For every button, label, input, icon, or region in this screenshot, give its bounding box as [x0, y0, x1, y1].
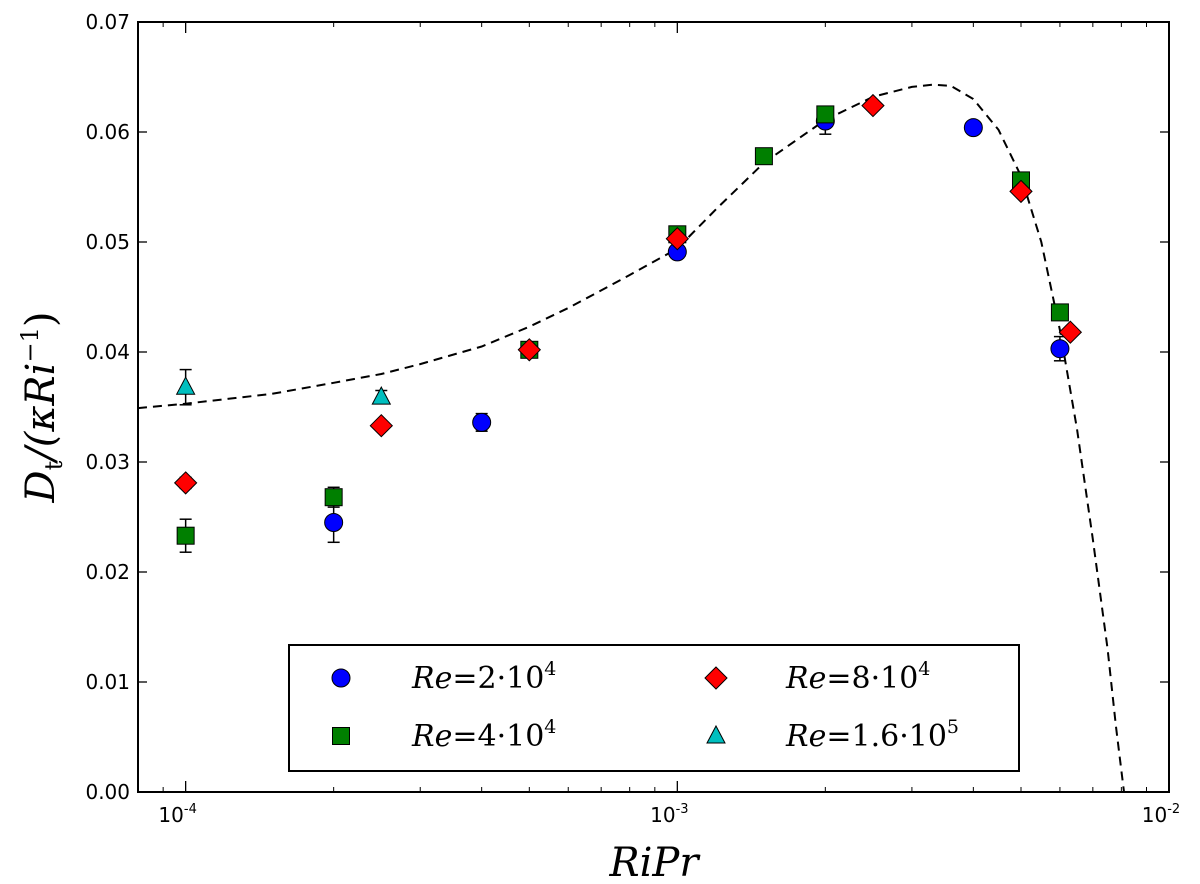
y-tick-label: 0.06 — [85, 120, 130, 144]
y-tick-label: 0.01 — [85, 670, 130, 694]
legend-label: Re=8·104 — [785, 658, 930, 696]
data-point-diamond — [517, 338, 542, 362]
data-point-square — [754, 147, 773, 166]
data-point-square — [816, 105, 835, 124]
legend: Re=2·104 Re=4·104 Re=8·104 Re=1.6·105 — [288, 644, 1020, 772]
legend-marker-square — [332, 727, 350, 745]
data-point-diamond — [369, 413, 394, 438]
data-point-circle — [472, 412, 492, 432]
data-point-diamond — [173, 471, 198, 495]
tick-labels: 0.00 0.01 0.02 0.03 0.04 0.05 0.06 0.07 10-4 10-3… — [85, 10, 1180, 827]
legend-marker-diamond — [704, 666, 728, 690]
data-point-circle — [963, 118, 983, 138]
y-axis-title-sup: −1 — [16, 327, 44, 362]
legend-label: Re=2·104 — [411, 658, 556, 696]
series-diamond — [173, 93, 1083, 495]
legend-marker-circle — [331, 668, 351, 688]
y-axis-title: Dt/(κRi−1) — [16, 312, 68, 504]
y-tick-label: 0.04 — [85, 340, 130, 364]
y-axis-title-sub: t — [40, 460, 68, 470]
y-tick-label: 0.03 — [85, 450, 130, 474]
legend-entry: Re=4·104 — [332, 716, 556, 754]
data-point-square — [324, 488, 343, 507]
y-tick-label: 0.00 — [85, 780, 130, 804]
svg-text:Dt/(κRi−1): Dt/(κRi−1) — [16, 312, 68, 504]
legend-label: Re=4·104 — [411, 716, 556, 754]
data-point-diamond — [1058, 320, 1083, 344]
y-tick-label: 0.02 — [85, 560, 130, 584]
plot-frame — [137, 21, 1170, 793]
data-point-diamond — [1009, 179, 1033, 204]
y-axis-title-main: D — [18, 470, 64, 503]
x-tick-label: 10-4 — [158, 802, 196, 827]
x-tick-label: 10-3 — [650, 802, 688, 827]
y-axis-title-rest: /(κRi — [18, 363, 64, 465]
y-tick-label: 0.05 — [85, 230, 130, 254]
data-point-circle — [1050, 339, 1070, 359]
legend-entry: Re=8·104 — [704, 658, 930, 696]
data-point-circle — [324, 513, 344, 532]
series-square — [176, 105, 1069, 553]
data-markers — [173, 93, 1083, 553]
series-circle — [324, 107, 1070, 544]
series-triangle — [175, 368, 392, 406]
data-point-triangle — [175, 376, 196, 395]
legend-entry: Re=1.6·105 — [706, 716, 959, 754]
data-point-square — [176, 526, 195, 545]
tick-marks — [138, 21, 1170, 793]
x-axis-title: RiPr — [609, 840, 702, 884]
x-tick-label: 10-2 — [1142, 802, 1180, 827]
legend-label: Re=1.6·105 — [785, 716, 959, 754]
data-point-square — [1050, 303, 1069, 322]
data-point-diamond — [861, 93, 885, 118]
legend-marker-triangle — [706, 724, 726, 744]
data-point-triangle — [371, 386, 392, 405]
y-axis-title-close: ) — [18, 312, 64, 328]
legend-box — [288, 644, 1020, 772]
data-point-diamond — [665, 226, 690, 251]
y-tick-label: 0.07 — [85, 10, 130, 34]
legend-entry: Re=2·104 — [331, 658, 556, 696]
